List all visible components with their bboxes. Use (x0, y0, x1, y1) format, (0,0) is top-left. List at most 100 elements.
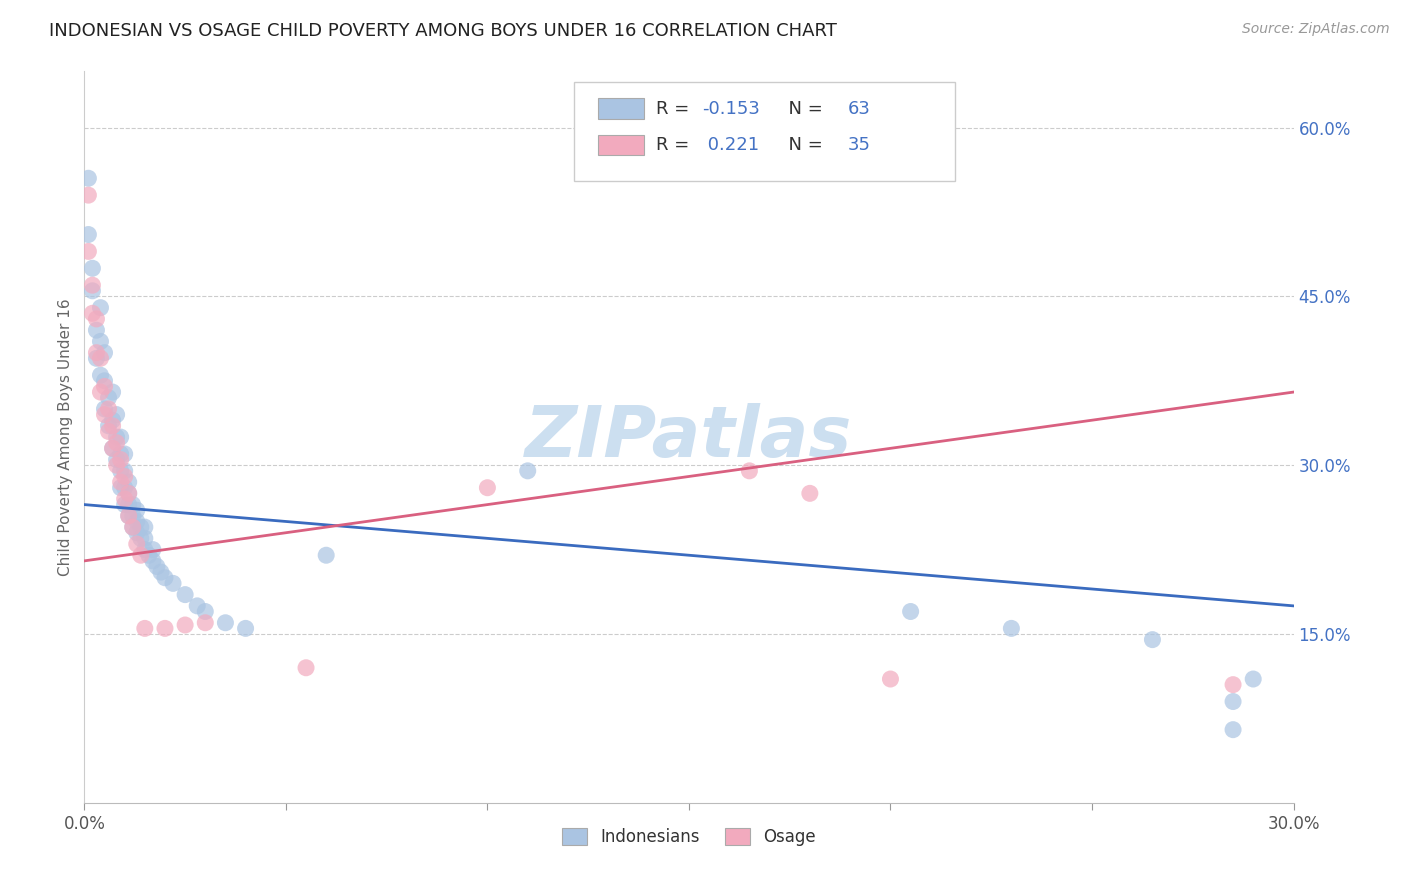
Point (153, 571, 176, 585)
Point (134, 621, 156, 635)
Point (799, 486, 821, 500)
Point (134, 520, 156, 534)
Point (89, 301, 111, 315)
Point (235, 621, 257, 635)
Point (105, 435, 128, 450)
Point (93, 379, 115, 393)
Point (86, 351, 108, 366)
Point (129, 520, 152, 534)
Point (129, 548, 152, 562)
Point (82, 306, 104, 320)
Point (97, 391, 120, 405)
Point (97, 401, 120, 416)
Point (105, 430, 128, 444)
Point (97, 418, 120, 433)
Text: ZIPatlas: ZIPatlas (526, 402, 852, 472)
FancyBboxPatch shape (574, 82, 955, 181)
Point (125, 537, 148, 551)
Point (77, 227, 100, 242)
Point (1000, 621, 1022, 635)
Point (110, 452, 132, 467)
Point (125, 525, 148, 540)
Point (77, 188, 100, 202)
Point (900, 605, 922, 619)
Point (93, 345, 115, 359)
FancyBboxPatch shape (599, 98, 644, 119)
Point (93, 401, 115, 416)
Point (118, 508, 141, 523)
Point (153, 621, 176, 635)
Point (121, 498, 143, 512)
FancyBboxPatch shape (599, 135, 644, 155)
Point (82, 284, 104, 298)
Text: -0.153: -0.153 (702, 100, 761, 118)
Point (129, 532, 152, 546)
Point (114, 447, 136, 461)
Point (1222, 723, 1244, 737)
Point (82, 261, 104, 276)
Point (149, 565, 172, 579)
Point (89, 351, 111, 366)
Point (174, 618, 197, 632)
Point (101, 385, 124, 400)
Point (114, 481, 136, 495)
Point (1222, 678, 1244, 692)
Point (138, 548, 160, 562)
Point (121, 520, 143, 534)
Point (118, 498, 141, 512)
Point (114, 469, 136, 483)
Point (121, 520, 143, 534)
Point (134, 532, 156, 546)
Point (879, 672, 901, 686)
Point (77, 244, 100, 259)
Point (174, 588, 197, 602)
Text: N =: N = (778, 100, 828, 118)
Point (105, 452, 128, 467)
Point (125, 503, 148, 517)
Point (162, 576, 184, 591)
Point (118, 486, 141, 500)
Point (86, 312, 108, 326)
Text: 35: 35 (848, 136, 870, 154)
Point (105, 408, 128, 422)
Point (134, 542, 156, 557)
Text: 0.221: 0.221 (702, 136, 759, 154)
Point (110, 430, 132, 444)
Point (82, 278, 104, 293)
Point (93, 408, 115, 422)
Point (93, 374, 115, 388)
Point (1142, 632, 1164, 647)
Point (101, 418, 124, 433)
Text: INDONESIAN VS OSAGE CHILD POVERTY AMONG BOYS UNDER 16 CORRELATION CHART: INDONESIAN VS OSAGE CHILD POVERTY AMONG … (49, 22, 837, 40)
Point (97, 425, 120, 439)
Point (101, 442, 124, 456)
Point (142, 554, 165, 568)
Point (105, 458, 128, 473)
Point (77, 171, 100, 186)
Point (101, 442, 124, 456)
Point (89, 334, 111, 349)
Point (194, 615, 217, 630)
Point (477, 481, 499, 495)
Point (86, 323, 108, 337)
Text: 63: 63 (848, 100, 870, 118)
Point (516, 464, 538, 478)
Point (295, 661, 318, 675)
Point (118, 486, 141, 500)
Point (214, 615, 236, 630)
Point (1222, 694, 1244, 708)
Point (89, 385, 111, 400)
Point (114, 491, 136, 506)
Point (114, 498, 136, 512)
Point (125, 515, 148, 529)
Point (101, 413, 124, 427)
Point (1241, 672, 1264, 686)
Text: R =: R = (657, 100, 696, 118)
Point (110, 481, 132, 495)
Point (118, 475, 141, 489)
Point (118, 508, 141, 523)
Point (142, 542, 165, 557)
Point (315, 548, 337, 562)
Point (194, 605, 217, 619)
Text: Source: ZipAtlas.com: Source: ZipAtlas.com (1241, 22, 1389, 37)
